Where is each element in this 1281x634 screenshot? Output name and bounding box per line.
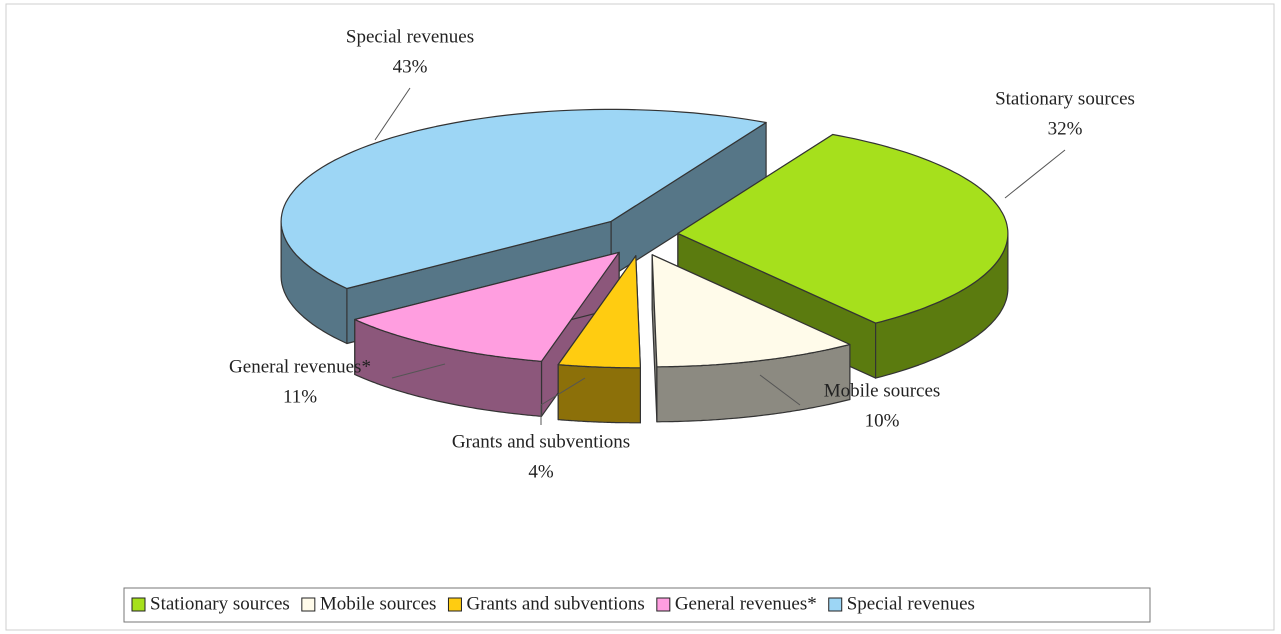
legend-label: Stationary sources	[150, 593, 290, 614]
slice	[280, 108, 767, 290]
legend-label: Special revenues	[847, 593, 975, 614]
legend: Stationary sources Mobile sources Grants a…	[131, 593, 975, 614]
legend-swatch	[828, 597, 843, 612]
slice	[677, 133, 1009, 324]
leader-line	[1004, 149, 1066, 199]
legend-swatch	[447, 597, 462, 612]
pie	[280, 108, 1009, 424]
slice-value: 4%	[528, 461, 554, 482]
slice	[354, 251, 620, 362]
leader-line	[540, 377, 586, 425]
leader-line	[391, 363, 446, 379]
legend-box	[123, 587, 1151, 623]
legend-label: General revenues*	[675, 593, 817, 614]
slice	[651, 254, 851, 368]
slice-value: 32%	[1048, 118, 1083, 139]
slice-value: 10%	[865, 410, 900, 431]
slice-label: Grants and subventions	[452, 431, 630, 452]
frame	[5, 3, 1275, 631]
slice-value: 43%	[393, 56, 428, 77]
slice-wall	[557, 364, 642, 424]
slice-label: Special revenues	[346, 26, 474, 47]
slice-label: General revenues*	[229, 356, 371, 377]
legend-swatch	[301, 597, 316, 612]
legend-swatch	[656, 597, 671, 612]
legend-label: Mobile sources	[320, 593, 437, 614]
slice	[557, 255, 642, 369]
slice-label: Mobile sources	[824, 380, 941, 401]
slice-value: 11%	[283, 386, 317, 407]
slice-label: Stationary sources	[995, 88, 1135, 109]
leader-line	[759, 374, 801, 406]
leader-line	[374, 87, 411, 141]
legend-swatch	[131, 597, 146, 612]
legend-label: Grants and subventions	[466, 593, 644, 614]
slice-labels: Stationary sources 32% Mobile sources 10% Gr…	[229, 26, 1135, 482]
